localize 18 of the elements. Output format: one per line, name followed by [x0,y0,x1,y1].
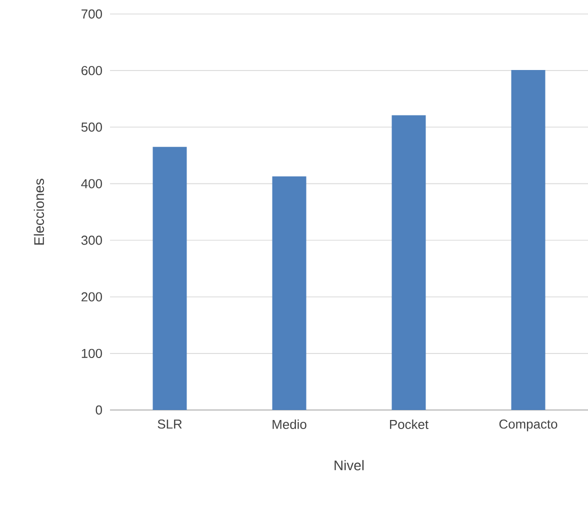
x-tick-label: SLR [158,420,182,429]
x-tick-label: Pocket [390,420,428,430]
x-axis-title: Nivel [334,460,364,470]
y-tick-label: 200 [82,292,102,302]
y-tick-label: 400 [81,179,102,188]
bar [511,70,546,410]
y-tick-label: 500 [81,122,102,132]
y-tick-label: 0 [96,405,102,415]
x-tick-label: Medio [272,420,306,430]
bar [392,115,426,410]
x-tick-label: Compacto [499,420,558,432]
y-tick-label: 700 [82,9,102,19]
bar [152,146,187,410]
y-tick-label: 300 [81,236,102,245]
bar [272,176,306,410]
y-axis-title: Elecciones [34,178,44,245]
y-tick-label: 100 [82,348,102,358]
y-tick-label: 600 [82,66,102,76]
